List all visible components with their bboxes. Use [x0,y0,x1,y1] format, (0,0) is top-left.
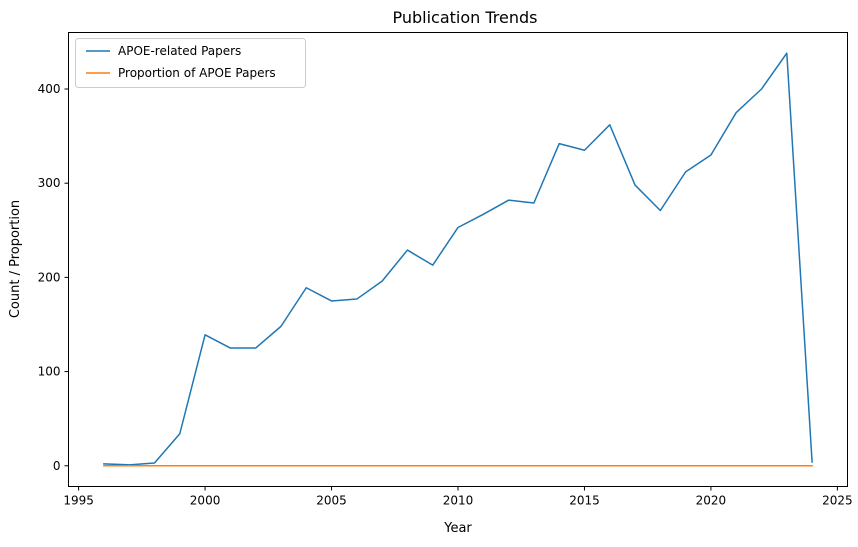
chart-title: Publication Trends [392,8,537,27]
x-axis-label: Year [443,521,472,536]
series-line-apoe-papers [103,52,813,466]
x-tick-label: 2010 [443,494,474,508]
y-tick-label: 400 [38,82,61,96]
x-axis: 1995 2000 2005 2010 2015 2020 2025 [63,486,853,508]
y-tick-label: 100 [38,365,61,379]
y-axis-label: Count / Proportion [8,200,23,318]
y-tick-label: 300 [38,176,61,190]
y-tick-label: 0 [53,459,61,473]
y-tick-label: 200 [38,270,61,284]
x-tick-label: 1995 [63,494,94,508]
legend-box [75,38,306,88]
x-tick-label: 2020 [696,494,727,508]
series-layer [103,52,813,467]
x-tick-label: 2000 [190,494,221,508]
x-tick-label: 2005 [316,494,347,508]
x-tick-label: 2025 [822,494,853,508]
y-axis: 0 100 200 300 400 [38,82,69,473]
legend: APOE-related Papers Proportion of APOE P… [75,38,306,88]
x-tick-label: 2015 [569,494,600,508]
legend-label-proportion: Proportion of APOE Papers [118,66,276,80]
legend-label-apoe-papers: APOE-related Papers [118,44,241,58]
